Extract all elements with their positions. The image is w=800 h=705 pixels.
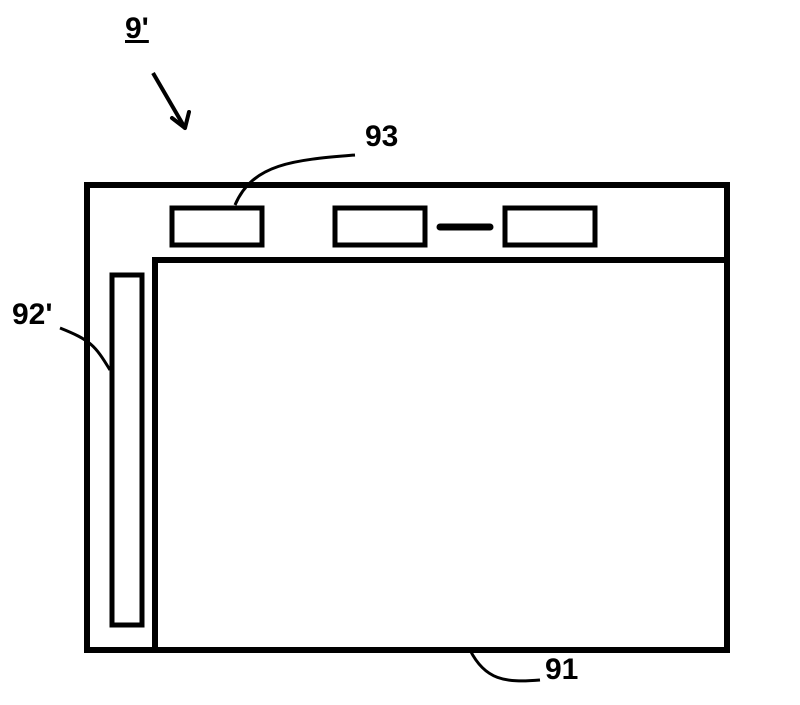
top-box-2 <box>335 208 425 245</box>
inner-l-border <box>155 260 727 650</box>
label-92: 92' <box>12 298 53 332</box>
label-93: 93 <box>365 120 398 154</box>
leader-93 <box>235 155 355 205</box>
top-box-3 <box>505 208 595 245</box>
top-box-1 <box>172 208 262 245</box>
arrow-9 <box>153 73 185 128</box>
vertical-slot <box>112 275 142 625</box>
outer-rect <box>87 185 727 650</box>
label-91: 91 <box>545 653 578 687</box>
diagram-svg <box>0 0 800 705</box>
label-assembly: 9' <box>125 12 149 46</box>
leader-91 <box>470 650 540 681</box>
